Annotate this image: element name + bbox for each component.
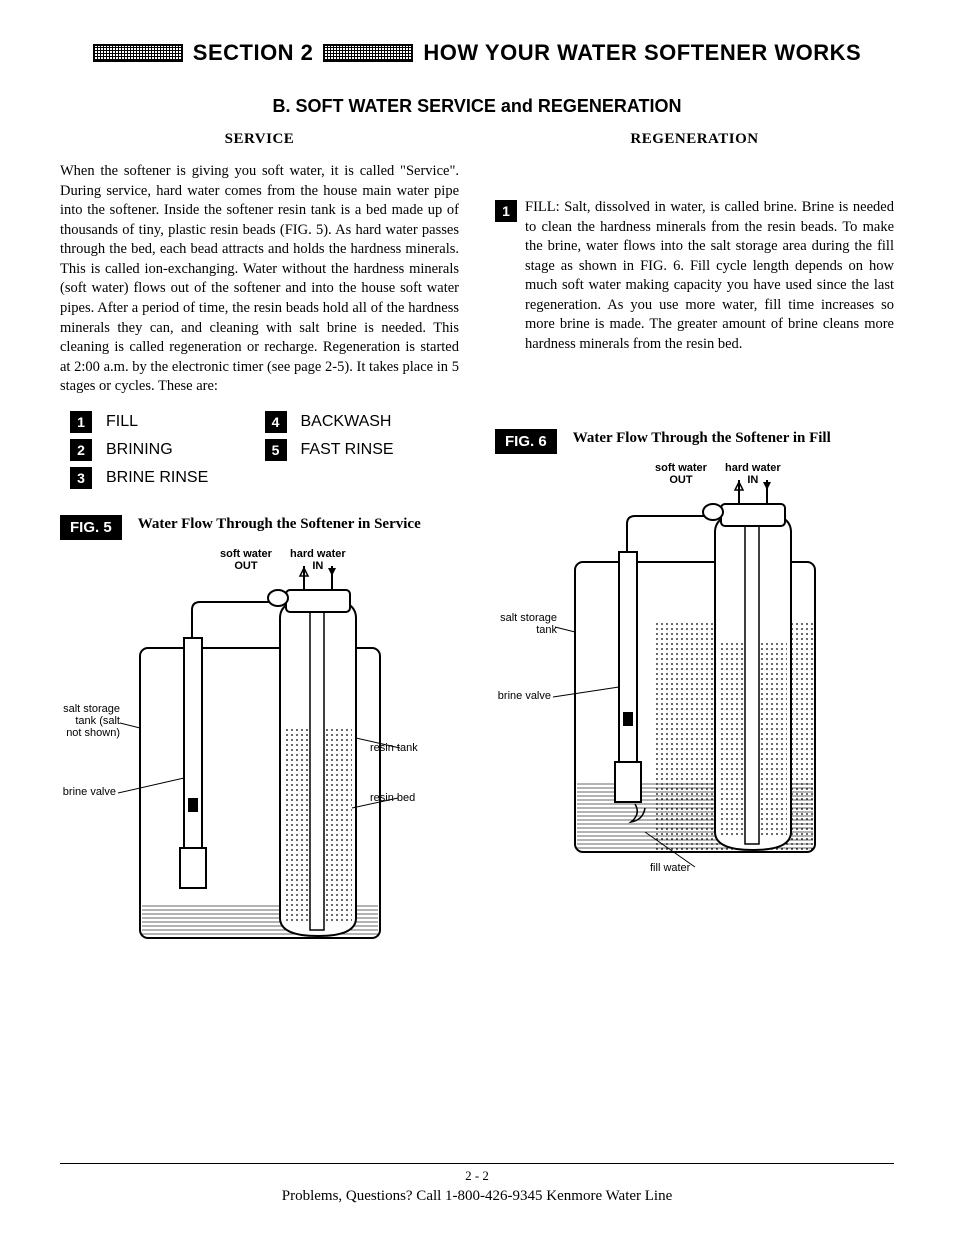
stage-num-2: 2 (70, 439, 92, 461)
right-column: REGENERATION 1 FILL: Salt, dissolved in … (495, 131, 894, 988)
hatch-decoration-left (93, 44, 183, 62)
header-title: HOW YOUR WATER SOFTENER WORKS (423, 40, 861, 66)
stage-num-5: 5 (265, 439, 287, 461)
stage-num-4: 4 (265, 411, 287, 433)
callout-brine-valve: brine valve (60, 786, 116, 798)
regen-step-num: 1 (495, 200, 517, 222)
two-column-layout: SERVICE When the softener is giving you … (60, 131, 894, 988)
callout-hardwater-in: hard water IN (290, 548, 346, 572)
stage-label-brinerinse: BRINE RINSE (106, 469, 255, 487)
callout-salt-storage: salt storage tank (salt not shown) (60, 703, 120, 739)
stage-label-brining: BRINING (106, 441, 255, 459)
callout6-salt-storage: salt storage tank (495, 612, 557, 636)
stage-num-3: 3 (70, 467, 92, 489)
footer-help-line: Problems, Questions? Call 1-800-426-9345… (60, 1188, 894, 1205)
regeneration-paragraph: FILL: Salt, dissolved in water, is calle… (525, 198, 894, 355)
stage-label-fill: FILL (106, 413, 255, 431)
fig6-label: FIG. 6 (495, 429, 557, 454)
fig5-title: Water Flow Through the Softener in Servi… (138, 515, 421, 534)
service-paragraph: When the softener is giving you soft wat… (60, 162, 459, 397)
fig6-diagram: soft water OUT hard water IN salt storag… (495, 462, 894, 902)
callout6-brine-valve: brine valve (495, 690, 551, 702)
page-footer: 2 - 2 Problems, Questions? Call 1-800-42… (60, 1163, 894, 1205)
stage-num-1: 1 (70, 411, 92, 433)
softener-service-svg (110, 548, 410, 968)
page-number: 2 - 2 (60, 1163, 894, 1184)
section-label: SECTION 2 (193, 40, 314, 66)
callout-softwater-out: soft water OUT (220, 548, 272, 572)
fig6-title: Water Flow Through the Softener in Fill (573, 429, 831, 448)
callout-resin-tank: resin tank (370, 742, 418, 754)
regeneration-heading: REGENERATION (495, 131, 894, 148)
subheading: B. SOFT WATER SERVICE and REGENERATION (60, 96, 894, 117)
fig5-header: FIG. 5 Water Flow Through the Softener i… (60, 515, 459, 540)
callout6-fill-water: fill water (650, 862, 690, 874)
hatch-decoration-right (323, 44, 413, 62)
callout6-hardwater-in: hard water IN (725, 462, 781, 486)
regeneration-fill-block: 1 FILL: Salt, dissolved in water, is cal… (495, 198, 894, 369)
left-column: SERVICE When the softener is giving you … (60, 131, 459, 988)
fig5-label: FIG. 5 (60, 515, 122, 540)
fig6-header: FIG. 6 Water Flow Through the Softener i… (495, 429, 894, 454)
stage-label-backwash: BACKWASH (301, 413, 450, 431)
callout6-softwater-out: soft water OUT (655, 462, 707, 486)
softener-fill-svg (545, 462, 845, 882)
fig5-diagram: soft water OUT hard water IN salt storag… (60, 548, 459, 988)
stages-list: 1 FILL 4 BACKWASH 2 BRINING 5 FAST RINSE… (70, 411, 449, 489)
callout-resin-bed: resin bed (370, 792, 415, 804)
stage-label-fastrinse: FAST RINSE (301, 441, 450, 459)
page-header: SECTION 2 HOW YOUR WATER SOFTENER WORKS (60, 40, 894, 66)
service-heading: SERVICE (60, 131, 459, 148)
